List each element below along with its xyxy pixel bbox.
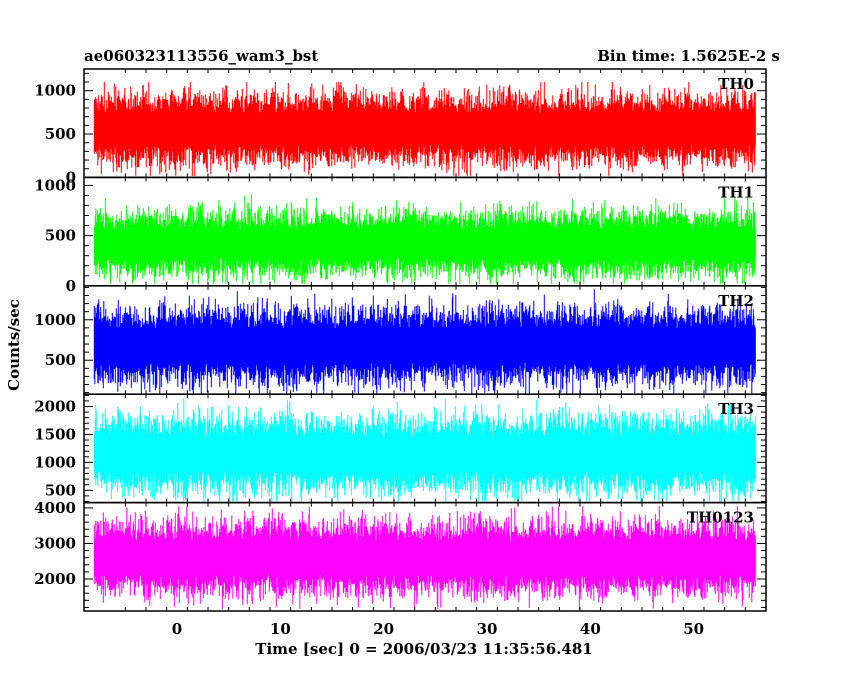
series-core-th1 (94, 230, 756, 257)
y-tick-label: 1000 (34, 453, 76, 471)
series-core-th0 (94, 114, 756, 144)
panel-th0123: 2000 3000 4000 TH0123 (34, 499, 767, 612)
chart-title-left: ae060323113556_wam3_bst (84, 47, 318, 65)
y-tick-label: 500 (45, 351, 76, 369)
panel-th2: 500 1000 TH2 (34, 285, 767, 395)
panel-th0: 0 500 1000 TH0 (34, 68, 767, 186)
x-tick-label: 40 (580, 620, 601, 638)
y-tick-label: 4000 (34, 499, 76, 517)
chart-title-right: Bin time: 1.5625E-2 s (597, 47, 780, 65)
y-tick-label: 0 (66, 277, 76, 295)
y-tick-label: 1000 (34, 311, 76, 329)
y-tick-label: 2000 (34, 397, 76, 415)
x-tick-label: 30 (477, 620, 498, 638)
panel-label: TH2 (718, 292, 754, 310)
x-tick-label: 10 (270, 620, 291, 638)
y-axis-label: Counts/sec (5, 299, 23, 391)
panel-frame (83, 501, 767, 612)
y-tick-label: 500 (45, 481, 76, 499)
series-core-th2 (94, 330, 756, 362)
panel-label: TH0 (718, 75, 754, 93)
y-tick-label: 2000 (34, 570, 76, 588)
panel-label: TH3 (718, 400, 754, 418)
series-core-th0123 (94, 542, 756, 573)
y-tick-label: 1000 (34, 176, 76, 194)
x-axis-label: Time [sec] 0 = 2006/03/23 11:35:56.481 (255, 640, 592, 658)
x-tick-label: 0 (172, 620, 182, 638)
y-tick-label: 0 (66, 168, 76, 186)
y-tick-label: 1000 (34, 82, 76, 100)
series-core-th3 (94, 438, 756, 470)
panel-th3: 500 1000 1500 2000 TH3 (34, 393, 767, 504)
y-tick-label: 1500 (34, 425, 76, 443)
y-tick-label: 3000 (34, 534, 76, 552)
y-tick-label: 500 (45, 227, 76, 245)
x-tick-label: 50 (683, 620, 704, 638)
panel-label: TH0123 (687, 509, 754, 527)
panel-label: TH1 (718, 183, 754, 201)
panel-th1: 0 500 1000 TH1 (34, 176, 767, 295)
y-tick-label: 500 (45, 125, 76, 143)
x-tick-label: 20 (373, 620, 394, 638)
